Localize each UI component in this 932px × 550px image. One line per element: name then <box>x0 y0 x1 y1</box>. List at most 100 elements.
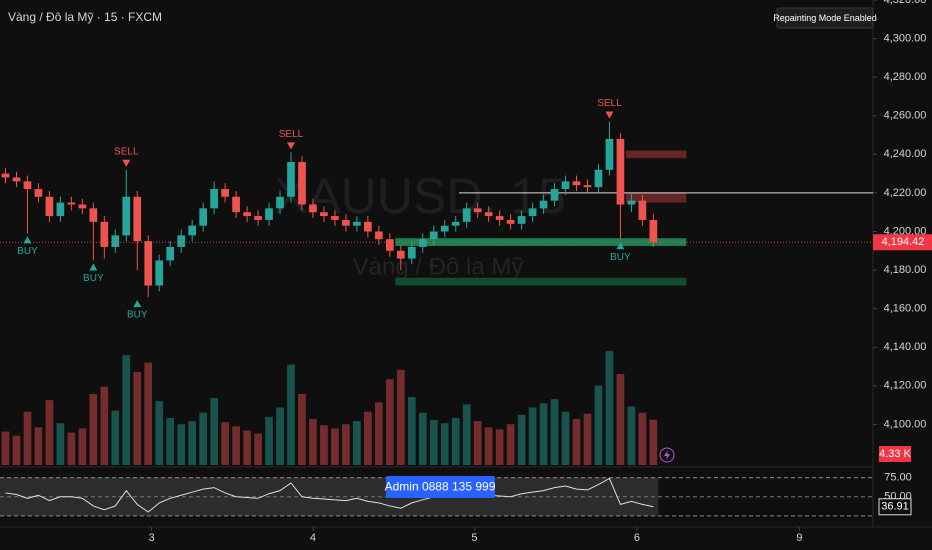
candle-body <box>89 208 98 222</box>
candle-body <box>67 202 76 205</box>
volume-bar <box>572 419 581 465</box>
candle-body <box>429 231 438 240</box>
candle-body <box>649 219 658 243</box>
volume-bar <box>232 426 240 465</box>
volume-bar <box>375 402 383 465</box>
watermark: XAUUSD, 15 <box>274 168 566 224</box>
signal-marker <box>605 111 614 119</box>
candle-body <box>627 200 636 205</box>
volume-bar <box>78 428 87 465</box>
signal-label: SELL <box>114 146 139 157</box>
volume-bar <box>144 362 153 465</box>
candle-body <box>342 219 350 226</box>
volume-bar <box>45 400 54 465</box>
volume-bar <box>440 423 449 465</box>
candle-body <box>550 189 559 201</box>
signal-marker <box>616 242 625 250</box>
candle-body <box>199 208 207 226</box>
volume-bar <box>111 410 120 465</box>
volume-bar <box>309 419 317 465</box>
candle-body <box>34 189 43 197</box>
candle-body <box>473 208 482 213</box>
candle-body <box>287 162 295 197</box>
candle-body <box>100 221 109 247</box>
volume-bar <box>210 398 218 465</box>
volume-bar <box>627 406 636 465</box>
zone <box>395 277 687 286</box>
x-tick-label: 6 <box>634 532 640 544</box>
candle-body <box>517 216 526 224</box>
y-tick-label: 4,320.00 <box>884 0 927 6</box>
candle-body <box>221 189 229 197</box>
volume-bar <box>495 429 504 465</box>
candle-body <box>232 196 240 213</box>
candle-body <box>594 169 603 188</box>
candle-body <box>298 162 306 205</box>
volume-bar <box>342 424 350 465</box>
volume-bar <box>583 413 592 465</box>
volume-bar <box>594 385 603 465</box>
candle-body <box>561 181 570 190</box>
candle-body <box>616 138 625 205</box>
x-tick-label: 9 <box>796 532 802 544</box>
candle-body <box>364 221 372 232</box>
signal-marker <box>23 236 32 244</box>
candle-body <box>396 250 405 259</box>
candle-body <box>385 239 394 251</box>
candle-body <box>462 208 471 222</box>
watermark-subtitle: Vàng / Đô la Mỹ <box>353 253 524 280</box>
candle-body <box>265 208 273 220</box>
volume-bar <box>528 407 537 465</box>
y-tick-label: 4,120.00 <box>884 380 927 392</box>
last-price-label: 4,194.42 <box>882 236 925 248</box>
candle-body <box>144 241 153 286</box>
volume-bar <box>418 412 427 465</box>
volume-bar <box>199 412 207 465</box>
signal-marker <box>133 300 142 308</box>
volume-bar <box>298 393 306 465</box>
candle-body <box>407 246 416 259</box>
volume-bar <box>221 422 229 465</box>
candle-body <box>506 219 515 224</box>
volume-bar <box>100 386 109 465</box>
volume-bar <box>429 420 438 465</box>
candle-body <box>451 221 460 226</box>
candle-body <box>188 225 197 236</box>
volume-bar <box>539 403 548 465</box>
candle-body <box>605 138 614 170</box>
volume-bar <box>638 412 647 465</box>
candle-body <box>56 202 65 217</box>
volume-bar <box>320 425 328 465</box>
volume-bar <box>188 421 197 465</box>
candle-body <box>309 204 317 213</box>
signal-marker <box>122 159 131 167</box>
candle-body <box>111 235 120 247</box>
volume-bar <box>364 411 372 465</box>
candle-body <box>484 212 493 217</box>
volume-bar <box>177 424 186 465</box>
volume-bar <box>56 423 65 465</box>
candle-body <box>122 196 131 236</box>
rsi-last-box <box>878 498 912 516</box>
badge: Repainting Mode Enabled <box>773 13 877 23</box>
volume-bar <box>122 355 131 465</box>
candle-body <box>155 260 164 286</box>
signal-marker <box>287 142 295 150</box>
volume-bar <box>484 427 493 465</box>
y-tick-label: 4,260.00 <box>884 110 927 122</box>
signal-label: BUY <box>17 246 38 257</box>
candle-body <box>320 212 328 217</box>
y-tick-label: 4,300.00 <box>884 32 927 44</box>
candle-body <box>353 221 361 226</box>
volume-bar <box>407 397 416 465</box>
volume-last-label: 4.33 K <box>879 448 911 460</box>
volume-bar <box>67 432 76 465</box>
signal-label: BUY <box>83 273 104 284</box>
volume-bar <box>243 430 251 465</box>
volume-last-box <box>879 446 911 462</box>
chart-title: Vàng / Đô la Mỹ · 15 · FXCM <box>8 10 162 24</box>
alert-icon[interactable] <box>659 447 675 463</box>
volume-bar <box>276 407 284 465</box>
volume-bar <box>331 428 339 465</box>
